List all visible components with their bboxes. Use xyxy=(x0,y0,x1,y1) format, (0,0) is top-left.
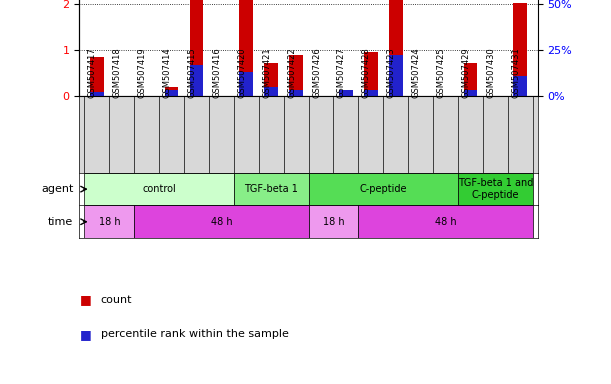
Text: GSM507420: GSM507420 xyxy=(237,48,246,98)
Bar xyxy=(90,92,104,96)
Text: GSM507428: GSM507428 xyxy=(362,48,371,98)
Bar xyxy=(189,65,203,96)
Bar xyxy=(339,94,353,96)
Bar xyxy=(309,205,359,238)
Bar xyxy=(464,91,477,96)
Text: TGF-beta 1 and
C-peptide: TGF-beta 1 and C-peptide xyxy=(458,178,533,200)
Text: GSM507423: GSM507423 xyxy=(387,48,396,98)
Bar xyxy=(389,0,403,96)
Bar xyxy=(165,91,178,96)
Text: GSM507421: GSM507421 xyxy=(262,48,271,98)
Bar xyxy=(364,52,378,96)
Text: C-peptide: C-peptide xyxy=(359,184,407,194)
Bar xyxy=(289,91,303,96)
Text: GSM507414: GSM507414 xyxy=(163,48,172,98)
Text: GSM507417: GSM507417 xyxy=(88,48,97,98)
Text: control: control xyxy=(142,184,176,194)
Text: count: count xyxy=(101,295,133,305)
Bar xyxy=(458,173,533,205)
Text: GSM507425: GSM507425 xyxy=(436,48,445,98)
Bar xyxy=(265,87,278,96)
Text: 48 h: 48 h xyxy=(211,217,232,227)
Bar xyxy=(364,91,378,96)
Text: GSM507422: GSM507422 xyxy=(287,48,296,98)
Bar xyxy=(464,63,477,96)
Bar xyxy=(309,173,458,205)
Bar xyxy=(339,91,353,96)
Text: GSM507416: GSM507416 xyxy=(213,48,221,98)
Bar xyxy=(84,205,134,238)
Bar xyxy=(240,72,253,96)
Bar xyxy=(189,0,203,96)
Text: time: time xyxy=(48,217,73,227)
Text: agent: agent xyxy=(41,184,73,194)
Bar xyxy=(389,55,403,96)
Text: ■: ■ xyxy=(79,328,91,341)
Bar xyxy=(134,205,309,238)
Text: GSM507426: GSM507426 xyxy=(312,48,321,98)
Bar xyxy=(165,87,178,96)
Bar xyxy=(289,55,303,96)
Text: GSM507419: GSM507419 xyxy=(137,48,147,98)
Text: GSM507429: GSM507429 xyxy=(461,48,470,98)
Text: GSM507427: GSM507427 xyxy=(337,48,346,98)
Bar xyxy=(90,57,104,96)
Bar xyxy=(240,0,253,96)
Text: GSM507415: GSM507415 xyxy=(188,48,197,98)
Bar xyxy=(513,76,527,96)
Text: GSM507430: GSM507430 xyxy=(486,48,496,98)
Bar xyxy=(234,173,309,205)
Bar xyxy=(513,3,527,96)
Bar xyxy=(84,173,234,205)
Text: GSM507418: GSM507418 xyxy=(113,48,122,98)
Bar xyxy=(265,63,278,96)
Text: GSM507424: GSM507424 xyxy=(412,48,420,98)
Bar xyxy=(359,205,533,238)
Text: 18 h: 18 h xyxy=(98,217,120,227)
Text: GSM507431: GSM507431 xyxy=(511,48,520,98)
Text: TGF-beta 1: TGF-beta 1 xyxy=(244,184,298,194)
Text: percentile rank within the sample: percentile rank within the sample xyxy=(101,329,288,339)
Text: 48 h: 48 h xyxy=(434,217,456,227)
Text: 18 h: 18 h xyxy=(323,217,344,227)
Text: ■: ■ xyxy=(79,293,91,306)
